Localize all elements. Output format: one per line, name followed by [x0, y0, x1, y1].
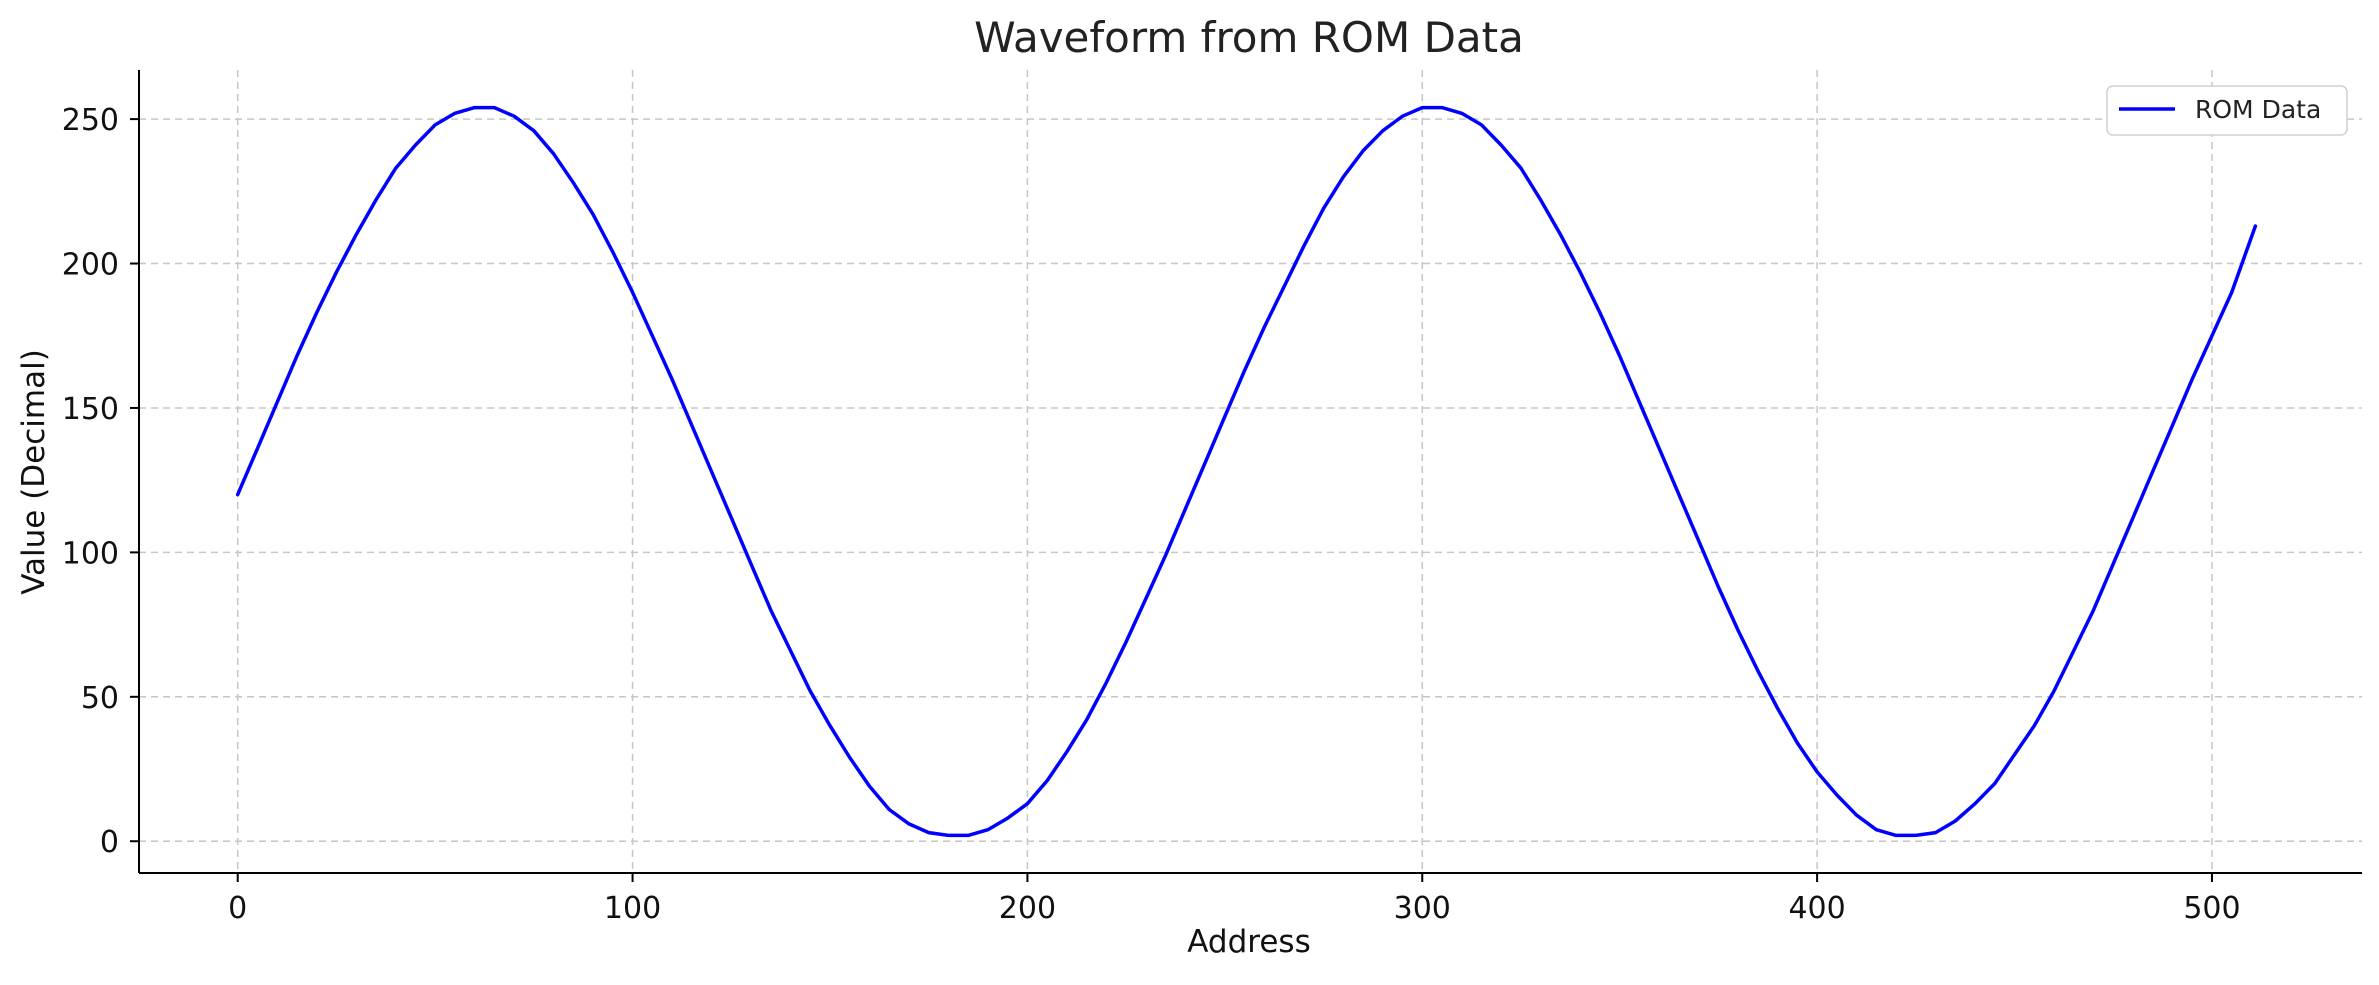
series-line-rom-data: [235, 105, 2258, 838]
x-tick-label: 200: [999, 891, 1056, 926]
axes: [138, 70, 2362, 874]
x-tick-label: 0: [228, 891, 247, 926]
chart-title: Waveform from ROM Data: [974, 13, 1524, 62]
ticks: 0 100 200 300 400 500 0 50 100 150 200 250: [62, 103, 2241, 926]
legend: ROM Data: [2106, 85, 2348, 136]
x-axis-label: Address: [1187, 924, 1310, 960]
legend-box: [2106, 85, 2348, 136]
x-tick-label: 500: [2183, 891, 2240, 926]
y-tick-label: 50: [81, 681, 119, 716]
x-tick-label: 100: [604, 891, 661, 926]
x-tick-label: 300: [1394, 891, 1451, 926]
y-axis-label: Value (Decimal): [16, 349, 52, 595]
y-tick-label: 0: [100, 825, 119, 860]
series-layer: [235, 105, 2258, 838]
x-tick-label: 400: [1788, 891, 1845, 926]
y-tick-label: 150: [62, 392, 119, 427]
y-tick-label: 250: [62, 103, 119, 138]
grid-lines: [139, 70, 2362, 873]
y-tick-label: 100: [62, 536, 119, 571]
legend-label-rom-data: ROM Data: [2195, 95, 2321, 124]
y-tick-label: 200: [62, 248, 119, 283]
